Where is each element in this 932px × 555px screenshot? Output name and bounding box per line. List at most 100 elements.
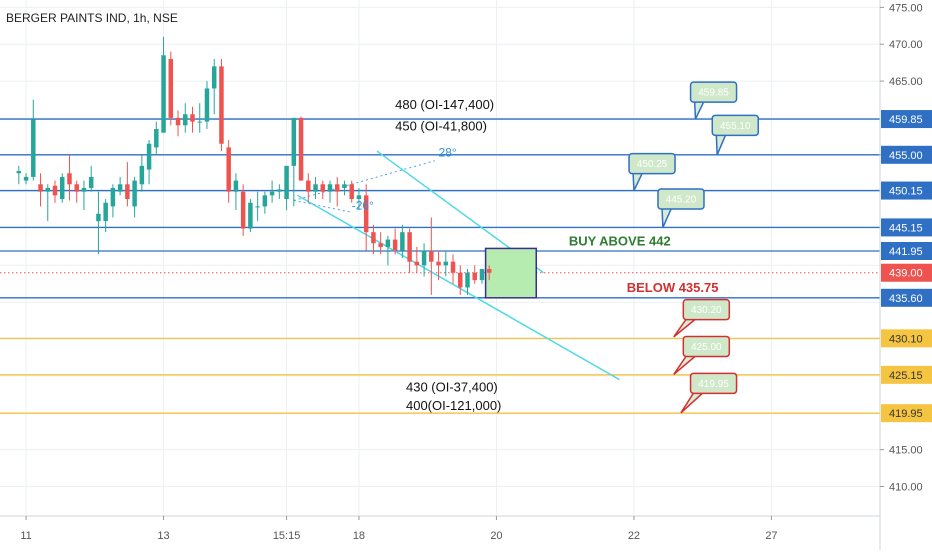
price-tag-label: 419.95 [889, 408, 923, 420]
candle-body [168, 58, 174, 118]
callout-pointer [632, 170, 645, 191]
candle-body [371, 232, 376, 244]
candle-body [349, 184, 354, 200]
candle-body [443, 261, 449, 266]
callout-box [711, 114, 760, 137]
annotation-text: 400(OI-121,000) [406, 398, 501, 413]
callout-pointer [661, 206, 674, 228]
callouts: 459.85 455.10 450.25 445.20 430.20 425.00 419.… [628, 81, 760, 414]
candle-body [421, 250, 427, 266]
candle-body [392, 239, 398, 251]
candle-body [400, 232, 405, 251]
annotation-text: 480 (OI-147,400) [395, 97, 494, 112]
y-tick-label: 470.00 [889, 39, 923, 51]
candle-body [262, 195, 268, 207]
candle-body [110, 187, 116, 207]
callout-text: 450.25 [637, 159, 668, 170]
candle-body [450, 261, 456, 273]
callout-text: 455.10 [720, 121, 751, 132]
candle-body [385, 239, 391, 247]
callout-box [682, 335, 731, 358]
annotation-text: BELOW 435.75 [627, 280, 719, 295]
candle-body [342, 184, 347, 188]
candle-body [146, 143, 152, 170]
candle-body [378, 243, 383, 247]
callout-text: 445.20 [666, 195, 697, 206]
candle-body [486, 269, 492, 273]
grid [0, 0, 880, 516]
annotation-text: -26° [352, 198, 374, 212]
x-tick-label: 11 [20, 530, 31, 542]
callout-pointer [715, 132, 728, 156]
y-tick-label: 410.00 [889, 482, 923, 494]
candle-body [67, 173, 72, 185]
price-tag [881, 145, 932, 164]
candles [16, 36, 492, 295]
candle-body [183, 114, 188, 126]
candle-body [233, 180, 239, 192]
x-tick-label: 20 [490, 530, 502, 542]
x-tick-label: 15:15 [273, 530, 301, 542]
candle-body [407, 232, 412, 262]
callout-box [628, 152, 676, 175]
candle-body [197, 121, 202, 123]
price-tag [881, 365, 932, 384]
x-tick-label: 22 [628, 530, 640, 542]
callout-box [657, 188, 705, 210]
price-tag-label: 450.15 [889, 186, 923, 198]
candle-body [103, 202, 108, 222]
price-tag [881, 288, 932, 307]
candle-body [96, 213, 101, 222]
candle-body [356, 195, 362, 200]
candle-body [190, 114, 195, 122]
x-tick-label: 18 [353, 530, 365, 542]
callout-text: 459.85 [698, 88, 729, 99]
candle-body [81, 187, 87, 192]
price-tag [881, 241, 932, 260]
candle-body [219, 66, 224, 144]
callout-box [689, 81, 738, 103]
callout-pointer [673, 316, 700, 338]
candle-body [363, 195, 369, 233]
candle-body [175, 117, 181, 126]
candle-body [320, 184, 326, 192]
candle-body [38, 184, 43, 192]
callout-pointer [673, 353, 700, 376]
callout-box [689, 372, 738, 395]
candle-body [255, 206, 260, 208]
price-tag [881, 404, 932, 423]
price-tag-label: 425.15 [889, 370, 923, 382]
price-tag-label: 459.85 [889, 114, 923, 126]
annotation-text: 28° [439, 145, 457, 159]
candle-body [16, 171, 22, 174]
candle-body [327, 184, 333, 192]
annotation-text: 430 (OI-37,400) [406, 379, 498, 394]
candle-body [414, 261, 420, 266]
candle-body [472, 272, 477, 281]
callout-text: 419.95 [698, 379, 729, 390]
candle-body [479, 269, 485, 281]
x-tick-label: 13 [157, 530, 169, 542]
candle-body [248, 202, 253, 229]
candle-body [154, 129, 159, 148]
price-tag-label: 441.95 [889, 246, 923, 258]
candle-body [429, 250, 434, 262]
candle-body [298, 117, 304, 181]
candle-body [45, 187, 51, 192]
callout-text: 425.00 [691, 342, 722, 353]
callout-pointer [680, 390, 707, 414]
candle-body [226, 147, 231, 192]
callout-text: 430.20 [691, 305, 722, 316]
candle-body [132, 180, 137, 207]
y-tick-label: 475.00 [889, 2, 923, 14]
candle-body [277, 189, 282, 192]
candle-body [436, 261, 441, 266]
candle-body [125, 184, 130, 200]
price-tag-label: 430.10 [889, 333, 923, 345]
price-tag-label: 445.15 [889, 222, 923, 234]
price-tag [881, 263, 932, 282]
candle-body [240, 191, 246, 229]
levels [0, 118, 880, 414]
